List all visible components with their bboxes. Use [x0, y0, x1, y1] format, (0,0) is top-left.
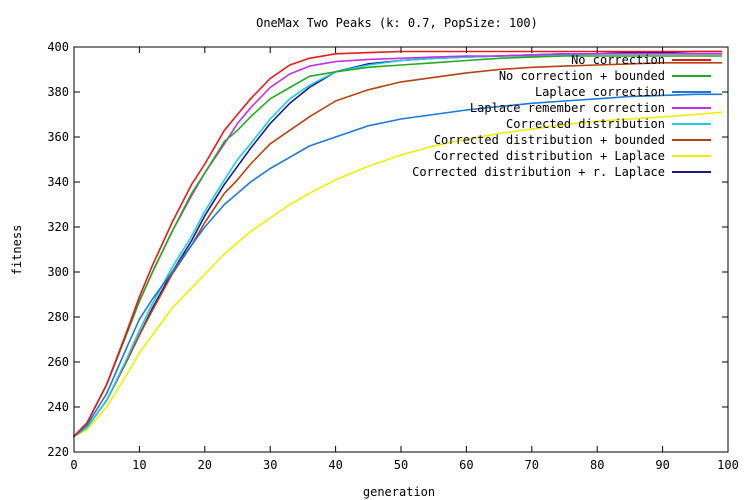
y-tick-label: 380: [47, 85, 69, 99]
chart-title: OneMax Two Peaks (k: 0.7, PopSize: 100): [256, 16, 538, 30]
y-axis-label: fitness: [10, 225, 24, 276]
legend-label: Corrected distribution + r. Laplace: [412, 165, 665, 179]
axis-ticks: 0 10 20 30 40 50 60 70 80 90 100 220 240 260 280 300 320…: [47, 40, 739, 472]
series-line-no-correction-bounded: [73, 55, 723, 438]
legend: No correction No correction + bounded Lapl…: [412, 53, 711, 179]
x-tick-label: 90: [655, 458, 669, 472]
y-tick-label: 360: [47, 130, 69, 144]
x-tick-label: 80: [590, 458, 604, 472]
y-tick-label: 260: [47, 355, 69, 369]
y-tick-label: 240: [47, 400, 69, 414]
x-tick-label: 40: [328, 458, 342, 472]
x-tick-label: 50: [394, 458, 408, 472]
series-line-no-correction: [73, 50, 723, 438]
x-tick-label: 100: [717, 458, 739, 472]
y-tick-label: 220: [47, 445, 69, 459]
legend-label: Corrected distribution + bounded: [434, 133, 665, 147]
series-line-corrected-distribution-bounded: [73, 61, 723, 438]
x-axis-label: generation: [363, 485, 435, 499]
y-tick-label: 400: [47, 40, 69, 54]
x-tick-label: 20: [198, 458, 212, 472]
legend-label: Laplace remember correction: [470, 101, 665, 115]
legend-label: Laplace correction: [535, 85, 665, 99]
y-tick-label: 300: [47, 265, 69, 279]
y-tick-label: 280: [47, 310, 69, 324]
legend-label: No correction: [571, 53, 665, 67]
series-line-laplace-correction: [73, 93, 723, 438]
legend-label: No correction + bounded: [499, 69, 665, 83]
x-tick-label: 70: [525, 458, 539, 472]
x-tick-label: 60: [459, 458, 473, 472]
x-tick-label: 30: [263, 458, 277, 472]
y-tick-label: 320: [47, 220, 69, 234]
plot-area: [73, 50, 723, 438]
legend-label: Corrected distribution: [506, 117, 665, 131]
y-tick-label: 340: [47, 175, 69, 189]
series-line-corrected-distribution-laplace: [73, 111, 723, 438]
x-tick-label: 10: [132, 458, 146, 472]
x-tick-label: 0: [70, 458, 77, 472]
legend-label: Corrected distribution + Laplace: [434, 149, 665, 163]
